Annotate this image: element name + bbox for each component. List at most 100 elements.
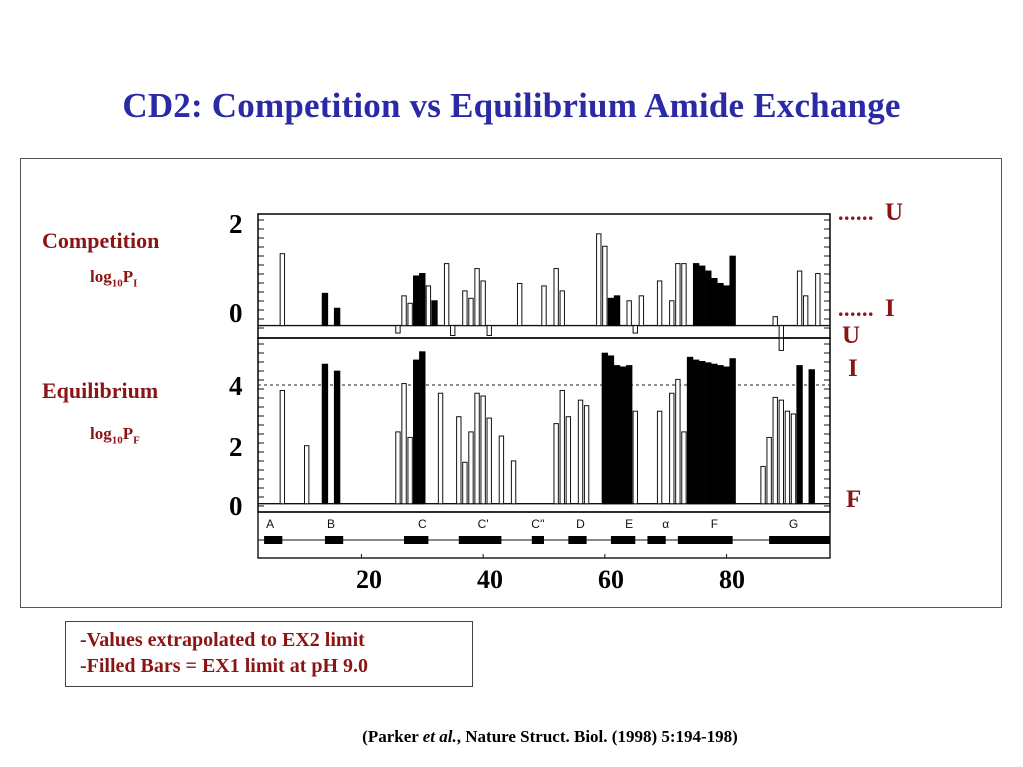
competition-filled-bar [431, 300, 438, 327]
equilibrium-open-bar [401, 383, 407, 505]
competition-open-bar [450, 325, 456, 337]
equilibrium-filled-bar [607, 355, 615, 505]
structure-segment-3 [458, 536, 502, 544]
label-i-bottom: I [848, 355, 858, 382]
strand-label-9: G [789, 517, 798, 531]
structure-segment-7 [647, 536, 666, 544]
competition-filled-bar [699, 265, 706, 327]
strand-label-3: C' [478, 517, 489, 531]
equilibrium-open-bar [498, 435, 505, 505]
competition-open-bar [395, 325, 401, 334]
competition-filled-bar [705, 270, 712, 327]
structure-segment-2 [404, 536, 429, 544]
competition-open-bar [553, 268, 559, 327]
structure-segment-8 [677, 536, 733, 544]
xtick-20: 20 [356, 565, 382, 594]
i-dots-top: ...... [838, 296, 874, 321]
competition-open-bar [559, 290, 565, 327]
equilibrium-open-bar [559, 389, 565, 505]
xtick-40: 40 [477, 565, 503, 594]
competition-open-bar [656, 280, 663, 327]
equilibrium-open-bar [790, 413, 797, 505]
strand-label-0: A [266, 517, 274, 531]
equilibrium-filled-bar [717, 365, 724, 505]
equilibrium-open-bar [760, 465, 766, 505]
competition-filled-bar [413, 275, 420, 327]
equilibrium-open-bar [577, 399, 584, 505]
competition-open-bar [815, 273, 821, 327]
structure-segment-6 [610, 536, 636, 544]
competition-open-bar [596, 233, 602, 327]
competition-filled-bar [419, 273, 426, 327]
equilibrium-open-bar [456, 416, 462, 505]
label-u-top: U [885, 199, 904, 226]
competition-filled-bar [692, 263, 700, 327]
xtick-60: 60 [598, 565, 624, 594]
equilibrium-filled-bar [619, 366, 627, 505]
strand-label-7: α [662, 517, 669, 531]
competition-open-bar [638, 295, 645, 327]
competition-open-bar [443, 263, 450, 327]
equilibrium-open-bar [656, 410, 663, 505]
equilibrium-filled-bar [333, 370, 341, 505]
label-f-bottom: F [846, 486, 862, 513]
competition-filled-bar [607, 297, 615, 327]
equilibrium-unit: log10PF [90, 424, 140, 447]
equilibrium-open-bar [772, 396, 778, 505]
competition-open-bar [681, 263, 687, 327]
equilibrium-filled-bar [729, 358, 736, 505]
competition-open-bar [802, 295, 809, 327]
competition-open-bar [632, 325, 638, 334]
equilibrium-open-bar [766, 436, 772, 505]
competition-label: Competition [42, 228, 160, 253]
equilibrium-filled-bar [692, 359, 700, 505]
equilibrium-panel-frame [257, 337, 831, 513]
competition-filled-bar [333, 307, 341, 327]
equilibrium-filled-bar [723, 366, 730, 505]
strand-label-4: C'' [531, 517, 544, 531]
competition-open-bar [669, 300, 675, 327]
competition-open-bar [486, 325, 492, 337]
competition-filled-bar [729, 255, 736, 327]
label-u-bottom: U [842, 322, 861, 349]
competition-filled-bar [613, 295, 621, 327]
equilibrium-open-bar [486, 417, 492, 505]
equilibrium-filled-bar [705, 362, 712, 505]
equilibrium-open-bar [510, 460, 517, 505]
equilibrium-open-bar [468, 431, 474, 505]
strand-label-6: E [625, 517, 633, 531]
strand-label-5: D [576, 517, 585, 531]
competition-open-bar [675, 263, 681, 327]
equilibrium-open-bar [669, 392, 675, 505]
ytick-equilibrium-2: 0 [229, 491, 243, 521]
competition-open-bar [602, 245, 608, 327]
competition-open-bar [474, 268, 480, 327]
equilibrium-filled-bar [686, 356, 694, 505]
structure-segment-5 [568, 536, 587, 544]
ytick-competition-1: 0 [229, 298, 243, 328]
u-dots-top: ...... [838, 200, 874, 225]
competition-open-bar [401, 295, 407, 327]
equilibrium-open-bar [480, 395, 486, 505]
equilibrium-open-bar [784, 410, 791, 505]
equilibrium-open-bar [565, 416, 572, 505]
strand-label-1: B [327, 517, 335, 531]
competition-open-bar [279, 253, 286, 327]
equilibrium-filled-bar [613, 365, 621, 505]
equilibrium-open-bar [437, 392, 444, 505]
equilibrium-filled-bar [711, 363, 718, 505]
competition-unit: log10PI [90, 267, 138, 290]
competition-open-bar [407, 302, 413, 327]
competition-filled-bar [711, 277, 718, 327]
competition-filled-bar [717, 282, 724, 327]
structure-segment-1 [324, 536, 344, 544]
equilibrium-filled-bar [601, 352, 609, 505]
equilibrium-filled-bar [626, 365, 633, 505]
equilibrium-open-bar [681, 431, 687, 505]
competition-open-bar [480, 280, 486, 327]
slide-title: CD2: Competition vs Equilibrium Amide Ex… [122, 86, 901, 125]
structure-segment-4 [531, 536, 544, 544]
competition-open-bar [772, 316, 778, 327]
equilibrium-filled-bar [808, 369, 815, 505]
